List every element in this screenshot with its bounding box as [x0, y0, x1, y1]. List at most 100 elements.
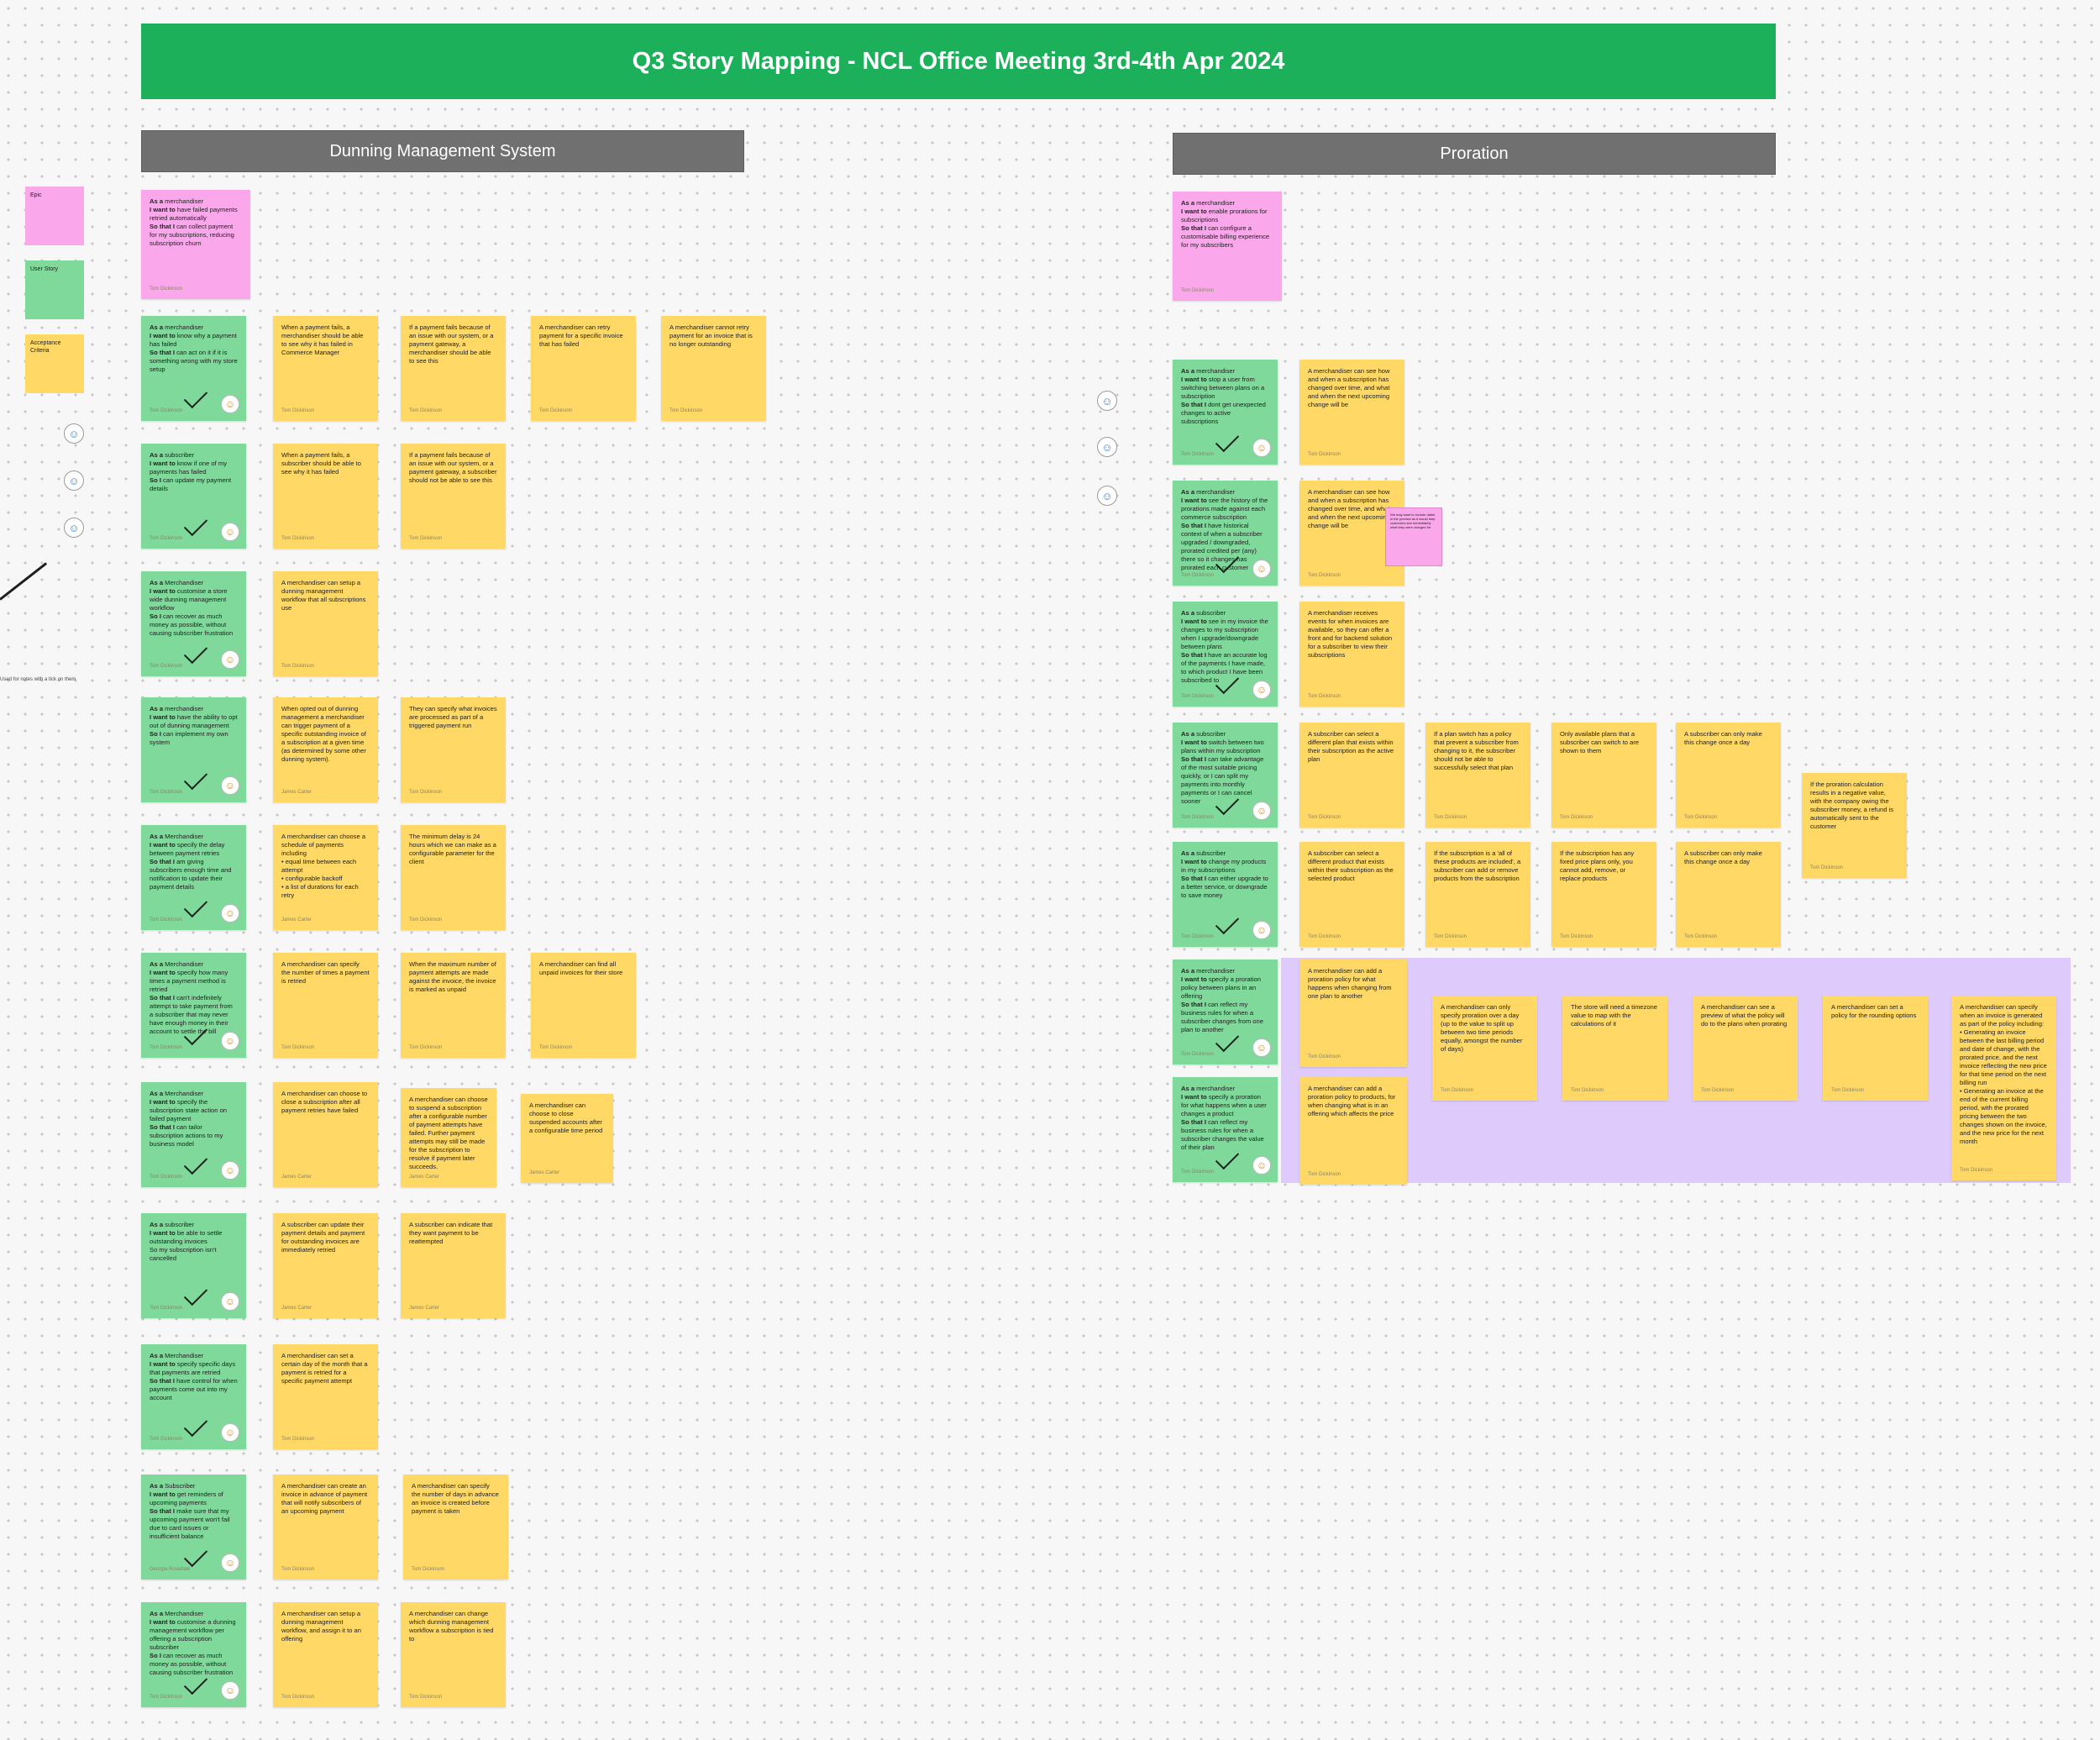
acceptance-criteria-note[interactable]: A merchandiser can choose to close a sub…: [273, 1082, 378, 1187]
acceptance-criteria-note[interactable]: A subscriber can only make this change o…: [1676, 723, 1781, 828]
reaction-icon[interactable]: ☺: [1252, 1038, 1271, 1057]
reaction-icon[interactable]: ☺: [221, 1423, 239, 1442]
checkmark-icon: [1215, 428, 1240, 453]
acceptance-criteria-note[interactable]: A subscriber can update their payment de…: [273, 1213, 378, 1318]
acceptance-criteria-note[interactable]: A merchandiser can set a certain day of …: [273, 1344, 378, 1449]
acceptance-criteria-note[interactable]: A merchandiser can add a proration polic…: [1299, 1077, 1407, 1185]
acceptance-criteria-note[interactable]: They can specify what invoices are proce…: [401, 697, 506, 802]
acceptance-criteria-note[interactable]: A merchandiser can specify when an invoi…: [1951, 996, 2056, 1180]
note-text: As a Merchandiser I want to specify the …: [150, 1090, 228, 1148]
acceptance-criteria-note[interactable]: A merchandiser can setup a dunning manag…: [273, 1602, 378, 1707]
acceptance-criteria-note[interactable]: The store will need a timezone value to …: [1562, 996, 1667, 1101]
acceptance-criteria-note[interactable]: A merchandiser can choose a schedule of …: [273, 825, 378, 930]
acceptance-criteria-note[interactable]: A merchandiser can retry payment for a s…: [531, 316, 636, 421]
acceptance-criteria-note[interactable]: A merchandiser can choose to suspend a s…: [401, 1088, 496, 1187]
acceptance-criteria-note[interactable]: A subscriber can only make this change o…: [1676, 842, 1781, 947]
acceptance-criteria-note[interactable]: A merchandiser can find all unpaid invoi…: [531, 953, 636, 1058]
acceptance-criteria-note[interactable]: A merchandiser can choose to close suspe…: [521, 1094, 613, 1183]
user-story-note[interactable]: As a subscriber I want to be able to set…: [141, 1213, 246, 1318]
epic-note[interactable]: As a merchandiser I want to enable prora…: [1173, 192, 1282, 301]
user-story-note[interactable]: As a Merchandiser I want to specify the …: [141, 825, 246, 930]
note-text: Only available plans that a subscriber c…: [1560, 730, 1640, 754]
user-story-note[interactable]: As a Merchandiser I want to customise a …: [141, 1602, 246, 1707]
reaction-icon[interactable]: ☺: [1252, 802, 1271, 820]
note-text: A merchandiser can setup a dunning manag…: [281, 579, 366, 612]
acceptance-criteria-note[interactable]: If the subscription is a 'all of these p…: [1425, 842, 1530, 947]
user-story-note[interactable]: As a merchandiser I want to stop a user …: [1173, 360, 1278, 465]
legend-user-story[interactable]: User Story: [25, 260, 84, 319]
acceptance-criteria-note[interactable]: The minimum delay is 24 hours which we c…: [401, 825, 506, 930]
acceptance-criteria-note[interactable]: A merchandiser can create an invoice in …: [273, 1475, 378, 1580]
note-author: Tom Dickinson: [409, 536, 443, 541]
user-story-note[interactable]: As a merchandiser I want to specify a pr…: [1173, 1077, 1278, 1182]
acceptance-criteria-note[interactable]: When a payment fails, a merchandiser sho…: [273, 316, 378, 421]
user-story-note[interactable]: As a Merchandiser I want to specify the …: [141, 1082, 246, 1187]
acceptance-criteria-note[interactable]: A merchandiser can change which dunning …: [401, 1602, 506, 1707]
acceptance-criteria-note[interactable]: When opted out of dunning management a m…: [273, 697, 378, 802]
reaction-icon[interactable]: ☺: [221, 904, 239, 923]
acceptance-criteria-note[interactable]: When the maximum number of payment attem…: [401, 953, 506, 1058]
user-story-note[interactable]: As a Merchandiser I want to specify spec…: [141, 1344, 246, 1449]
user-story-note[interactable]: As a Merchandiser I want to specify how …: [141, 953, 246, 1058]
acceptance-criteria-note[interactable]: A merchandiser can add a proration polic…: [1299, 959, 1407, 1067]
reaction-icon[interactable]: ☺: [221, 1681, 239, 1700]
avatar-icon[interactable]: ☺: [64, 470, 84, 491]
reaction-icon[interactable]: ☺: [1252, 921, 1271, 939]
legend-acceptance-criteria[interactable]: Acceptance Criteria: [25, 334, 84, 393]
acceptance-criteria-note[interactable]: A merchandiser cannot retry payment for …: [661, 316, 766, 421]
reaction-icon[interactable]: ☺: [221, 1553, 239, 1572]
user-story-note[interactable]: As a subscriber I want to switch between…: [1173, 723, 1278, 828]
user-story-note[interactable]: As a merchandiser I want to specify a pr…: [1173, 959, 1278, 1065]
acceptance-criteria-note[interactable]: If the proration calculation results in …: [1802, 773, 1907, 878]
avatar-icon[interactable]: ☺: [64, 518, 84, 538]
avatar-icon[interactable]: ☺: [64, 423, 84, 444]
reaction-icon[interactable]: ☺: [221, 395, 239, 413]
acceptance-criteria-note[interactable]: A merchandiser can only specify proratio…: [1432, 996, 1537, 1101]
reaction-icon[interactable]: ☺: [1252, 439, 1271, 457]
epic-note[interactable]: As a merchandiser I want to have failed …: [141, 190, 250, 299]
reaction-icon[interactable]: ☺: [221, 776, 239, 795]
reaction-icon[interactable]: ☺: [1252, 560, 1271, 578]
acceptance-criteria-note[interactable]: If the subscription has any fixed price …: [1551, 842, 1656, 947]
user-story-note[interactable]: As a subscriber I want to see in my invo…: [1173, 602, 1278, 707]
board-title: Q3 Story Mapping - NCL Office Meeting 3r…: [632, 47, 1285, 75]
reaction-icon[interactable]: ☺: [221, 1032, 239, 1050]
reaction-icon[interactable]: ☺: [1252, 1156, 1271, 1175]
user-story-note[interactable]: As a Subscriber I want to get reminders …: [141, 1475, 246, 1580]
acceptance-criteria-note[interactable]: A merchandiser can see how and when a su…: [1299, 360, 1404, 465]
legend-epic[interactable]: Epic: [25, 187, 84, 245]
note-author: Tom Dickinson: [539, 1045, 573, 1050]
user-story-note[interactable]: As a subscriber I want to know if one of…: [141, 444, 246, 549]
reaction-icon[interactable]: ☺: [221, 650, 239, 669]
note-text: If a payment fails because of an issue w…: [409, 451, 497, 484]
comment-sticky-note[interactable]: We may want to include dates in the prev…: [1385, 507, 1442, 566]
reaction-icon[interactable]: ☺: [221, 523, 239, 541]
user-story-note[interactable]: As a merchandiser I want to see the hist…: [1173, 481, 1278, 586]
acceptance-criteria-note[interactable]: A subscriber can indicate that they want…: [401, 1213, 506, 1318]
acceptance-criteria-note[interactable]: A merchandiser can see a preview of what…: [1693, 996, 1798, 1101]
user-story-note[interactable]: As a merchandiser I want to have the abi…: [141, 697, 246, 802]
proration-policy-group[interactable]: [1281, 958, 2071, 1183]
acceptance-criteria-note[interactable]: A merchandiser receives events for when …: [1299, 602, 1404, 707]
reaction-icon[interactable]: ☺: [221, 1161, 239, 1180]
acceptance-criteria-note[interactable]: A merchandiser can set a policy for the …: [1823, 996, 1928, 1101]
acceptance-criteria-note[interactable]: A subscriber can select a different prod…: [1299, 842, 1404, 947]
acceptance-criteria-note[interactable]: When a payment fails, a subscriber shoul…: [273, 444, 378, 549]
acceptance-criteria-note[interactable]: A merchandiser can specify the number of…: [273, 953, 378, 1058]
acceptance-criteria-note[interactable]: A merchandiser can specify the number of…: [403, 1475, 508, 1580]
avatar-icon[interactable]: ☺: [1097, 391, 1117, 411]
user-story-note[interactable]: As a subscriber I want to change my prod…: [1173, 842, 1278, 947]
user-story-note[interactable]: As a Merchandiser I want to customise a …: [141, 571, 246, 676]
avatar-icon[interactable]: ☺: [1097, 486, 1117, 506]
user-story-note[interactable]: As a merchandiser I want to know why a p…: [141, 316, 246, 421]
acceptance-criteria-note[interactable]: A subscriber can select a different plan…: [1299, 723, 1404, 828]
connector-line[interactable]: [0, 562, 48, 601]
acceptance-criteria-note[interactable]: If a plan switch has a policy that preve…: [1425, 723, 1530, 828]
acceptance-criteria-note[interactable]: If a payment fails because of an issue w…: [401, 316, 506, 421]
acceptance-criteria-note[interactable]: Only available plans that a subscriber c…: [1551, 723, 1656, 828]
reaction-icon[interactable]: ☺: [221, 1292, 239, 1311]
reaction-icon[interactable]: ☺: [1252, 681, 1271, 699]
acceptance-criteria-note[interactable]: A merchandiser can setup a dunning manag…: [273, 571, 378, 676]
avatar-icon[interactable]: ☺: [1097, 437, 1117, 457]
acceptance-criteria-note[interactable]: If a payment fails because of an issue w…: [401, 444, 506, 549]
